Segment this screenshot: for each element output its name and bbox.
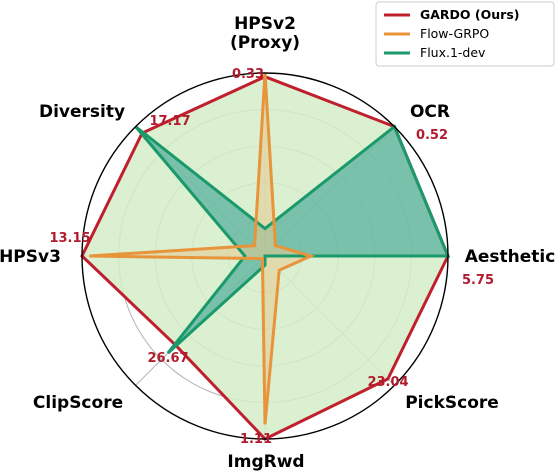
legend-entry-flux: Flux.1-dev	[420, 45, 486, 60]
series-line-flux-1-dev	[134, 124, 451, 355]
series-fill-flow-grpo	[89, 73, 311, 425]
outer-ring	[81, 72, 449, 440]
axis-label-clipscore: ClipScore	[33, 393, 123, 413]
radar-series	[80, 72, 451, 441]
axis-label-diversity: Diversity	[39, 102, 125, 122]
axis-label-line: HPSv2	[234, 14, 296, 34]
legend-entry-flow-grpo: Flow-GRPO	[420, 26, 489, 41]
axis-label-line: (Proxy)	[230, 33, 300, 53]
axis-max-value-hpsv3: 13.15	[49, 231, 90, 246]
axis-max-value-imgrwd: 1.11	[240, 432, 272, 447]
axis-max-value-pickscore: 23.04	[367, 375, 408, 390]
axis-max-value-diversity: 17.17	[149, 114, 190, 129]
axis-label-hpsv2-proxy: HPSv2 (Proxy)	[230, 14, 300, 53]
legend: GARDO (Ours) Flow-GRPO Flux.1-dev	[375, 1, 555, 67]
axis-label-ocr: OCR	[410, 102, 450, 122]
legend-entry-gardo: GARDO (Ours)	[420, 7, 519, 22]
axis-label-pickscore: PickScore	[405, 393, 499, 413]
radar-labels: HPSv2 (Proxy) OCR Aesthetic PickScore ImgRwd C…	[0, 14, 555, 472]
axis-max-value-ocr: 0.52	[416, 128, 448, 143]
axis-label-hpsv3: HPSv3	[0, 247, 61, 267]
series-line-flow-grpo	[89, 72, 316, 425]
axis-max-value-hpsv2-proxy: 0.33	[232, 67, 264, 82]
axis-max-value-clipscore: 26.67	[147, 351, 188, 366]
axis-label-imgrwd: ImgRwd	[227, 452, 304, 472]
legend-frame	[375, 1, 555, 67]
axis-label-aesthetic: Aesthetic	[465, 247, 556, 267]
axis-max-value-aesthetic: 5.75	[462, 273, 494, 288]
